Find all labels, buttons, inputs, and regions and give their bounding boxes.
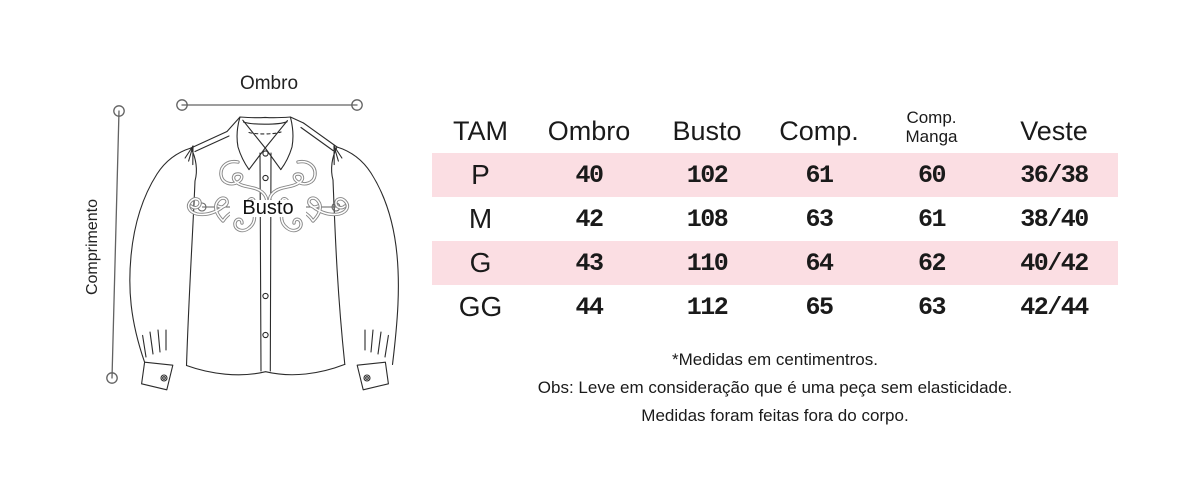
svg-text:Ombro: Ombro — [240, 73, 298, 94]
svg-text:Busto: Busto — [242, 197, 293, 219]
svg-text:Comprimento: Comprimento — [84, 199, 101, 295]
